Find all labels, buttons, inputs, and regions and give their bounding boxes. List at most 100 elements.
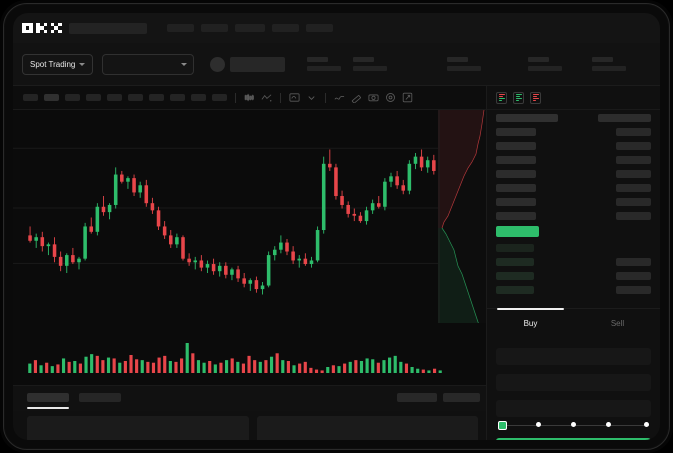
orderbook-bid-amount[interactable] <box>616 286 651 294</box>
orderbook-ask-price[interactable] <box>496 198 536 206</box>
timeframe-button-1[interactable] <box>23 94 38 101</box>
stat-low-24h <box>528 57 563 71</box>
nav-item-4[interactable] <box>272 24 299 32</box>
bottom-panel-right[interactable] <box>256 416 478 440</box>
orderbook-ask-price[interactable] <box>496 142 536 150</box>
orderbook-bid-amount[interactable] <box>616 272 651 280</box>
right-trading-column: Buy Sell <box>486 86 660 440</box>
line-chart-icon[interactable] <box>261 92 272 103</box>
device-screen: Spot Trading <box>13 13 660 440</box>
nav-item-1[interactable] <box>167 24 194 32</box>
percent-slider[interactable] <box>498 420 651 430</box>
timeframe-button-6[interactable] <box>128 94 143 101</box>
orderbook-ask-amount[interactable] <box>616 128 651 136</box>
tab-buy[interactable]: Buy <box>487 308 574 338</box>
chart-toolbar <box>13 86 486 110</box>
submit-buy-button[interactable] <box>496 438 651 440</box>
orderbook-ask-price[interactable] <box>496 212 536 220</box>
candlestick-chart[interactable] <box>13 110 486 323</box>
orderbook-ask-amount[interactable] <box>616 184 651 192</box>
camera-icon[interactable] <box>368 92 379 103</box>
bottom-action-2[interactable] <box>443 393 480 402</box>
bottom-tab-open-orders[interactable] <box>27 393 69 402</box>
stat-label <box>447 57 469 62</box>
chevron-down-icon <box>181 62 188 66</box>
percent-slider-handle[interactable] <box>498 420 507 430</box>
toolbar-divider <box>235 92 236 103</box>
indicators-icon[interactable] <box>289 92 300 103</box>
stat-value <box>353 66 388 71</box>
toolbar-divider <box>280 92 281 103</box>
orderbook-ask-amount[interactable] <box>616 142 651 150</box>
stat-value <box>592 66 627 71</box>
percent-slider-stop-25[interactable] <box>536 422 541 427</box>
timeframe-button-9[interactable] <box>191 94 206 101</box>
spot-trading-dropdown[interactable]: Spot Trading <box>22 53 94 75</box>
nav-item-2[interactable] <box>201 24 228 32</box>
nav-item-3[interactable] <box>235 24 265 32</box>
order-total-field[interactable] <box>496 400 651 417</box>
timeframe-button-3[interactable] <box>65 94 80 101</box>
depth-chart-svg <box>438 110 486 340</box>
orderbook-mode-bids[interactable] <box>513 91 524 104</box>
stat-value <box>447 66 482 71</box>
timeframe-button-7[interactable] <box>149 94 164 101</box>
orderbook-ask-price[interactable] <box>496 128 536 136</box>
orderbook-ask-amount[interactable] <box>616 170 651 178</box>
orderbook-mode-asks[interactable] <box>530 91 541 104</box>
stat-label <box>353 57 375 62</box>
orderbook-bid-price[interactable] <box>496 286 534 294</box>
timeframe-button-8[interactable] <box>170 94 185 101</box>
pair-coin-avatar <box>210 56 226 72</box>
orderbook-list[interactable] <box>487 110 660 302</box>
bottom-action-1[interactable] <box>397 393 437 402</box>
tab-sell[interactable]: Sell <box>574 309 660 338</box>
candlestick-chart-svg <box>13 147 486 295</box>
chevron-down-icon[interactable] <box>306 92 317 103</box>
orderbook-ask-amount[interactable] <box>616 212 651 220</box>
bottom-tab-bar <box>13 385 486 411</box>
bottom-tab-order-history[interactable] <box>79 393 121 402</box>
fullscreen-icon[interactable] <box>402 92 413 103</box>
stat-label <box>592 57 614 62</box>
orderbook-bid-price[interactable] <box>496 244 534 252</box>
orderbook-ask-amount[interactable] <box>616 156 651 164</box>
orderbook-header-price <box>496 114 558 122</box>
orderbook-ask-amount[interactable] <box>616 198 651 206</box>
orderbook-mode-toggles <box>487 86 660 110</box>
stat-volume-24h <box>592 57 627 71</box>
stat-value <box>528 66 563 71</box>
orderbook-bid-price[interactable] <box>496 258 534 266</box>
orderbook-ask-price[interactable] <box>496 170 536 178</box>
order-amount-field[interactable] <box>496 374 651 391</box>
orderbook-mode-both[interactable] <box>496 91 507 104</box>
timeframe-button-4[interactable] <box>86 94 101 101</box>
nav-search-input[interactable] <box>69 22 147 34</box>
orderbook-ask-price[interactable] <box>496 156 536 164</box>
spot-trading-label: Spot Trading <box>30 59 76 69</box>
stat-label <box>307 57 329 62</box>
okx-logo[interactable] <box>22 22 62 34</box>
orderbook-bid-price[interactable] <box>496 272 534 280</box>
nav-item-5[interactable] <box>306 24 333 32</box>
percent-slider-stop-50[interactable] <box>571 422 576 427</box>
candlestick-icon[interactable] <box>244 92 255 103</box>
timeframe-button-10[interactable] <box>212 94 227 101</box>
bottom-panel-left[interactable] <box>27 416 249 440</box>
ruler-icon[interactable] <box>351 92 362 103</box>
percent-slider-stop-75[interactable] <box>606 422 611 427</box>
depth-chart-overlay <box>438 110 486 340</box>
timeframe-button-2[interactable] <box>44 94 59 101</box>
orderbook-bid-amount[interactable] <box>616 258 651 266</box>
pair-selector-dropdown[interactable] <box>102 53 195 75</box>
percent-slider-stop-100[interactable] <box>644 422 649 427</box>
order-price-field[interactable] <box>496 348 651 365</box>
volume-chart-svg <box>28 343 442 373</box>
pair-header-bar: Spot Trading <box>13 43 660 86</box>
settings-icon[interactable] <box>385 92 396 103</box>
timeframe-button-5[interactable] <box>107 94 122 101</box>
stat-change-24h <box>353 57 388 71</box>
trendline-icon[interactable] <box>334 92 345 103</box>
orderbook-ask-price[interactable] <box>496 184 536 192</box>
